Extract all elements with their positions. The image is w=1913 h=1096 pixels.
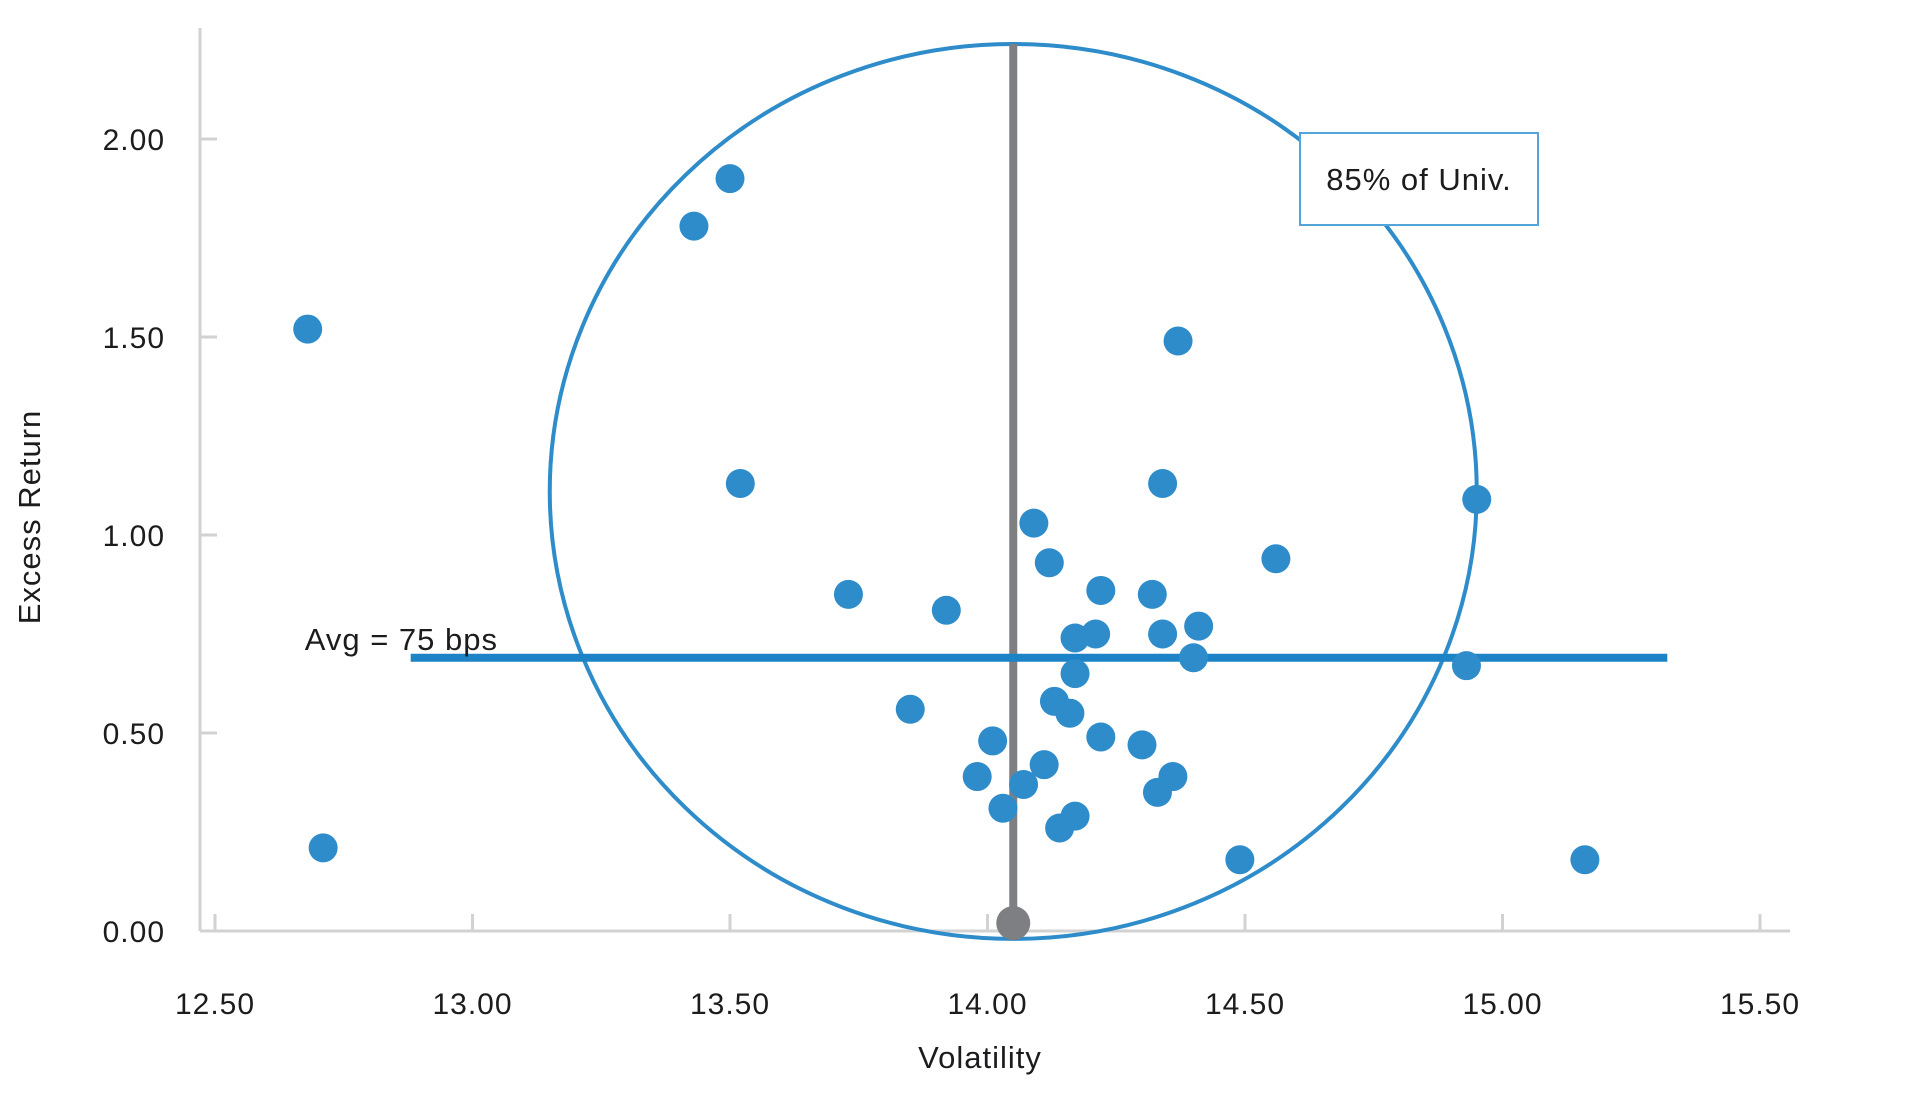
scatter-point (1019, 508, 1049, 538)
scatter-point (1148, 619, 1178, 649)
scatter-point (1081, 619, 1111, 649)
x-tick-label: 14.50 (1205, 988, 1285, 1021)
y-tick-label: 1.50 (103, 322, 165, 355)
scatter-point (715, 164, 745, 194)
x-axis-title: Volatility (918, 1040, 1042, 1075)
x-tick-label: 13.00 (432, 988, 512, 1021)
y-axis-title: Excess Return (12, 410, 47, 625)
x-tick-label: 15.00 (1462, 988, 1542, 1021)
scatter-point (895, 694, 925, 724)
scatter-point (931, 595, 961, 625)
x-tick-label: 15.50 (1720, 988, 1800, 1021)
scatter-point (1137, 579, 1167, 609)
scatter-point (293, 314, 323, 344)
scatter-point (1148, 469, 1178, 499)
scatter-point (1451, 651, 1481, 681)
annotations-layer: Avg = 75 bps 85% of Univ. (305, 132, 1539, 657)
scatter-point (1060, 659, 1090, 689)
y-tick-label: 0.00 (103, 916, 165, 949)
universe-callout-label: 85% of Univ. (1326, 162, 1511, 197)
scatter-point (1034, 548, 1064, 578)
scatter-point (1462, 484, 1492, 514)
x-tick-label: 14.00 (947, 988, 1027, 1021)
scatter-point (1060, 801, 1090, 831)
scatter-point (962, 762, 992, 792)
scatter-point (978, 726, 1008, 756)
y-tick-label: 1.00 (103, 520, 165, 553)
scatter-point (1055, 698, 1085, 728)
scatter-point (308, 833, 338, 863)
scatter-point (1570, 845, 1600, 875)
scatter-point (1127, 730, 1157, 760)
avg-line-label: Avg = 75 bps (305, 622, 498, 657)
points-layer (293, 164, 1600, 875)
scatter-point (833, 579, 863, 609)
scatter-point (679, 211, 709, 241)
y-tick-label: 2.00 (103, 124, 165, 157)
scatter-point (725, 469, 755, 499)
scatter-point (1184, 611, 1214, 641)
scatter-point (1261, 544, 1291, 574)
x-tick-label: 12.50 (175, 988, 255, 1021)
universe-callout-box (1299, 132, 1539, 226)
scatter-point (1158, 762, 1188, 792)
scatter-point (1163, 326, 1193, 356)
scatter-point (988, 793, 1018, 823)
scatter-point (1225, 845, 1255, 875)
scatter-point (1086, 722, 1116, 752)
scatter-point (1009, 769, 1039, 799)
benchmark-dot (996, 906, 1031, 941)
x-tick-label: 13.50 (690, 988, 770, 1021)
scatter-point (1029, 750, 1059, 780)
axes-layer: 12.50 13.00 13.50 14.00 14.50 15.00 15.50 0.00 0… (103, 28, 1800, 1021)
y-tick-label: 0.50 (103, 718, 165, 751)
scatter-point (1179, 643, 1208, 673)
scatter-point (1086, 575, 1116, 605)
